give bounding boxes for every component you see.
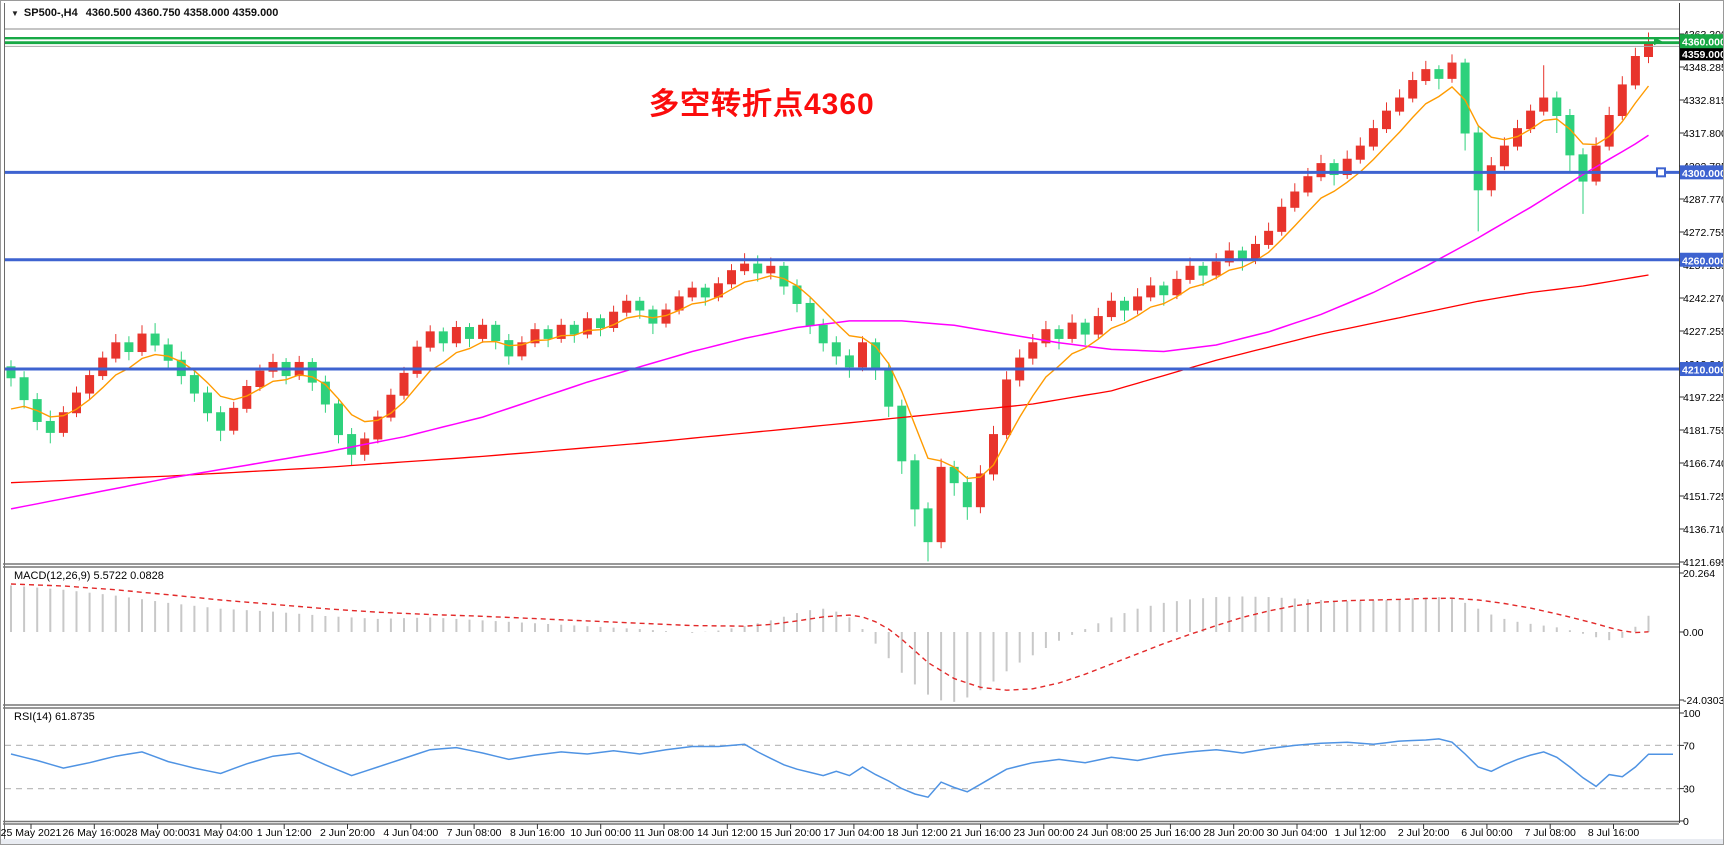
svg-text:4272.755: 4272.755 [1683, 227, 1724, 239]
candles-layer[interactable] [6, 32, 1653, 562]
symbol-dropdown-icon[interactable]: ▼ [11, 9, 19, 18]
svg-text:20.264: 20.264 [1683, 568, 1715, 580]
green-level-badge [1680, 34, 1723, 49]
svg-text:25 Jun 16:00: 25 Jun 16:00 [1140, 827, 1201, 839]
svg-text:4242.270: 4242.270 [1683, 293, 1724, 305]
annotation-text: 多空转折点4360 [649, 88, 875, 121]
svg-text:4359.000: 4359.000 [1682, 49, 1724, 61]
chart-title-bar: ▼ SP500-,H4 4360.500 4360.750 4358.000 435… [11, 7, 278, 19]
symbol-timeframe-label: SP500-,H4 [23, 7, 78, 19]
svg-text:4348.285: 4348.285 [1683, 62, 1724, 74]
svg-text:4287.770: 4287.770 [1683, 194, 1724, 206]
rsi-panel[interactable] [5, 738, 1679, 799]
svg-text:0: 0 [1683, 816, 1689, 828]
blue-level-badge [1680, 165, 1723, 180]
svg-text:23 Jun 00:00: 23 Jun 00:00 [1013, 827, 1074, 839]
current-price-pointer [1654, 37, 1662, 46]
svg-text:30: 30 [1683, 784, 1695, 796]
svg-text:-24.0303: -24.0303 [1683, 695, 1724, 707]
svg-text:4181.755: 4181.755 [1683, 425, 1724, 437]
svg-text:4227.255: 4227.255 [1683, 326, 1724, 338]
macd-panel[interactable] [10, 583, 1650, 702]
svg-text:30 Jun 04:00: 30 Jun 04:00 [1267, 827, 1328, 839]
svg-text:2 Jun 20:00: 2 Jun 20:00 [320, 827, 375, 839]
svg-text:4332.815: 4332.815 [1683, 95, 1724, 107]
svg-text:4 Jun 04:00: 4 Jun 04:00 [383, 827, 438, 839]
hline-drag-handle[interactable] [1656, 167, 1666, 178]
moving-averages [10, 85, 1650, 510]
price-axis[interactable]: 4363.3004348.2854332.8154317.8004302.785… [1679, 29, 1724, 569]
blue-level-badge [1680, 252, 1723, 267]
svg-text:28 Jun 20:00: 28 Jun 20:00 [1203, 827, 1264, 839]
svg-text:4360.000: 4360.000 [1682, 37, 1724, 49]
svg-text:4166.740: 4166.740 [1683, 458, 1724, 470]
svg-text:24 Jun 08:00: 24 Jun 08:00 [1077, 827, 1138, 839]
svg-text:8 Jul 16:00: 8 Jul 16:00 [1588, 827, 1640, 839]
svg-text:15 Jun 20:00: 15 Jun 20:00 [760, 827, 821, 839]
svg-text:14 Jun 12:00: 14 Jun 12:00 [697, 827, 758, 839]
svg-text:10 Jun 00:00: 10 Jun 00:00 [570, 827, 631, 839]
svg-text:31 May 04:00: 31 May 04:00 [189, 827, 253, 839]
svg-text:4210.000: 4210.000 [1682, 365, 1724, 377]
svg-text:4151.725: 4151.725 [1683, 491, 1724, 503]
macd-indicator-label: MACD(12,26,9) 5.5722 0.0828 [14, 570, 164, 582]
svg-text:18 Jun 12:00: 18 Jun 12:00 [887, 827, 948, 839]
horizontal-lines[interactable] [5, 37, 1679, 371]
time-axis[interactable]: 25 May 2021 26 May 16:00 28 May 00:00 31 Ma… [1, 824, 1639, 839]
svg-text:21 Jun 16:00: 21 Jun 16:00 [950, 827, 1011, 839]
svg-text:25 May 2021: 25 May 2021 [1, 827, 62, 839]
ohlc-quote: 4360.500 4360.750 4358.000 4359.000 [85, 7, 279, 19]
svg-text:28 May 00:00: 28 May 00:00 [126, 827, 190, 839]
svg-text:11 Jun 08:00: 11 Jun 08:00 [634, 827, 694, 839]
svg-text:2 Jul 20:00: 2 Jul 20:00 [1398, 827, 1450, 839]
rsi-indicator-label: RSI(14) 61.8735 [14, 711, 95, 723]
bottom-margin-strip [1, 839, 1723, 844]
svg-text:70: 70 [1683, 740, 1695, 752]
svg-text:4197.225: 4197.225 [1683, 392, 1724, 404]
svg-text:4317.800: 4317.800 [1683, 128, 1724, 140]
svg-text:1 Jun 12:00: 1 Jun 12:00 [257, 827, 312, 839]
svg-text:6 Jul 00:00: 6 Jul 00:00 [1461, 827, 1513, 839]
svg-text:7 Jun 08:00: 7 Jun 08:00 [447, 827, 502, 839]
svg-text:17 Jun 04:00: 17 Jun 04:00 [824, 827, 885, 839]
svg-text:4260.000: 4260.000 [1682, 255, 1724, 267]
svg-text:1 Jul 12:00: 1 Jul 12:00 [1335, 827, 1387, 839]
last-price-badge [1680, 46, 1723, 61]
blue-level-badge [1680, 362, 1723, 377]
svg-text:4136.710: 4136.710 [1683, 524, 1724, 536]
svg-text:0.00: 0.00 [1683, 627, 1704, 639]
svg-text:26 May 16:00: 26 May 16:00 [62, 827, 126, 839]
svg-text:7 Jul 08:00: 7 Jul 08:00 [1525, 827, 1577, 839]
panel-frame [3, 3, 1680, 839]
svg-text:8 Jun 16:00: 8 Jun 16:00 [510, 827, 565, 839]
svg-text:100: 100 [1683, 708, 1701, 720]
svg-text:4121.695: 4121.695 [1683, 557, 1724, 569]
svg-text:4300.000: 4300.000 [1682, 168, 1724, 180]
